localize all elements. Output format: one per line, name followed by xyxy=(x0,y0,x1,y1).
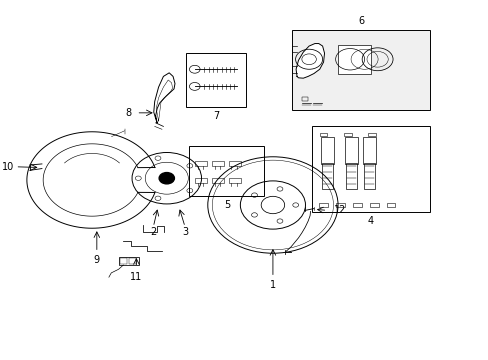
Bar xyxy=(346,163,356,189)
Bar xyxy=(211,161,224,166)
Bar xyxy=(228,161,241,166)
Bar xyxy=(311,126,429,212)
Text: 3: 3 xyxy=(182,227,188,237)
Bar xyxy=(337,45,370,73)
Bar xyxy=(128,258,136,264)
Bar xyxy=(119,258,127,264)
Bar xyxy=(343,133,351,136)
Circle shape xyxy=(159,172,174,184)
Bar xyxy=(292,30,429,111)
Text: 6: 6 xyxy=(357,16,363,26)
Bar xyxy=(118,257,139,265)
Text: 9: 9 xyxy=(94,255,100,265)
Text: 2: 2 xyxy=(150,227,156,237)
Bar xyxy=(364,163,374,189)
Text: 7: 7 xyxy=(213,111,219,121)
Bar xyxy=(301,97,307,102)
Bar xyxy=(335,203,344,207)
Bar xyxy=(228,178,241,183)
Bar xyxy=(194,178,207,183)
Text: 11: 11 xyxy=(130,272,142,282)
Bar xyxy=(386,203,395,207)
Bar xyxy=(367,133,375,136)
Bar xyxy=(186,53,246,107)
Text: 12: 12 xyxy=(333,205,346,215)
Bar xyxy=(319,133,327,136)
Text: 1: 1 xyxy=(269,280,275,289)
Bar xyxy=(322,163,332,189)
Bar xyxy=(344,137,358,164)
Bar xyxy=(292,30,429,111)
Bar xyxy=(189,146,264,196)
Text: 10: 10 xyxy=(2,162,14,172)
Bar xyxy=(352,203,361,207)
Bar xyxy=(369,203,378,207)
Text: 4: 4 xyxy=(367,216,373,226)
Text: 8: 8 xyxy=(125,108,131,118)
Bar xyxy=(211,178,224,183)
Polygon shape xyxy=(295,44,324,78)
Bar xyxy=(362,137,375,164)
Bar xyxy=(320,137,333,164)
Bar xyxy=(319,203,327,207)
Text: 5: 5 xyxy=(224,201,229,210)
Bar xyxy=(194,161,207,166)
